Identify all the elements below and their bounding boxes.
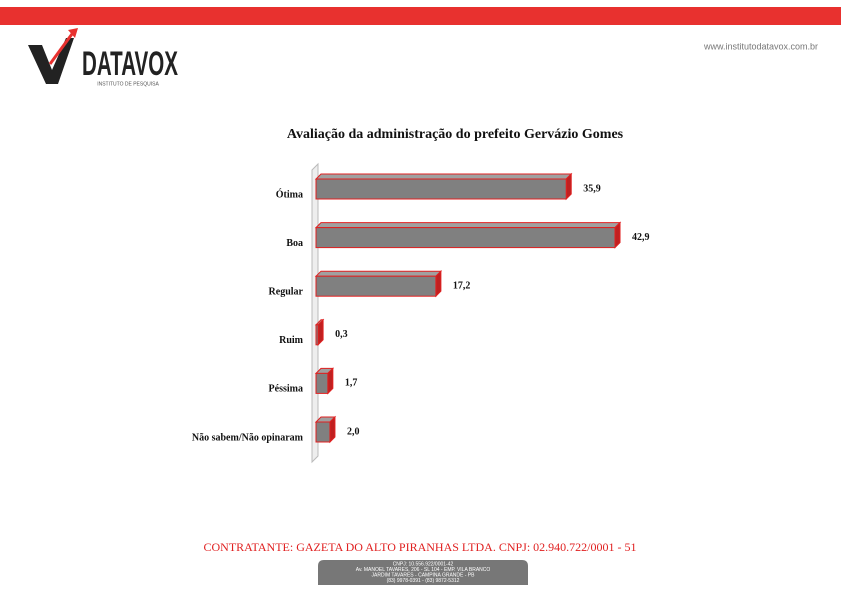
footer-line: Av. MANOEL TAVARES, 206 - SL 104 - EMP. … (356, 567, 491, 573)
category-label: Ruim (279, 335, 304, 346)
bar-side (435, 269, 442, 298)
value-label: 2,0 (347, 426, 360, 437)
header-bar (0, 7, 841, 25)
bar-top (314, 173, 573, 180)
bar-top (314, 270, 443, 277)
bar-side (329, 415, 336, 444)
bar-top (314, 222, 622, 229)
value-label: 42,9 (632, 232, 650, 243)
logo: DATAVOX INSTITUTO DE PESQUISA (28, 28, 178, 87)
bar-side (327, 367, 334, 395)
url: www.institutodatavox.com.br (703, 41, 818, 51)
bar-side (614, 221, 621, 249)
footer-line: CNPJ: 10.556.922/0001-42 (393, 561, 454, 567)
bar (315, 178, 567, 200)
value-label: 1,7 (345, 378, 358, 389)
bar-side (565, 172, 572, 201)
category-label: Ótima (276, 188, 303, 200)
logo-text: DATAVOX (82, 45, 178, 83)
footer-box (318, 560, 528, 585)
value-label: 35,9 (583, 183, 601, 194)
chart-title: Avaliação da administração do prefeito G… (287, 127, 624, 142)
category-label: Regular (269, 286, 304, 297)
bar-side (317, 318, 324, 347)
bar (315, 421, 331, 443)
category-label: Não sabem/Não opinaram (192, 432, 304, 443)
footer-line: (83) 9978-0391 - (83) 9872-5312 (387, 578, 460, 584)
bar (315, 324, 319, 346)
category-label: Boa (286, 238, 303, 249)
logo-arrow (48, 33, 74, 65)
axis-wall (311, 162, 319, 464)
category-label: Péssima (269, 384, 303, 395)
axis-wall-face (311, 162, 319, 464)
logo-subtitle: INSTITUTO DE PESQUISA (97, 81, 159, 87)
bar (315, 227, 616, 249)
contract: CONTRATANTE: GAZETA DO ALTO PIRANHAS LTD… (204, 540, 637, 554)
value-label: 0,3 (335, 329, 348, 340)
value-label: 17,2 (453, 280, 471, 291)
footer-line: JARDIM TAVARES - CAMPINA GRANDE - PB (372, 573, 476, 579)
logo-mark (28, 38, 74, 84)
bar (315, 275, 437, 297)
bar (315, 372, 329, 394)
logo-arrowhead (68, 28, 78, 38)
